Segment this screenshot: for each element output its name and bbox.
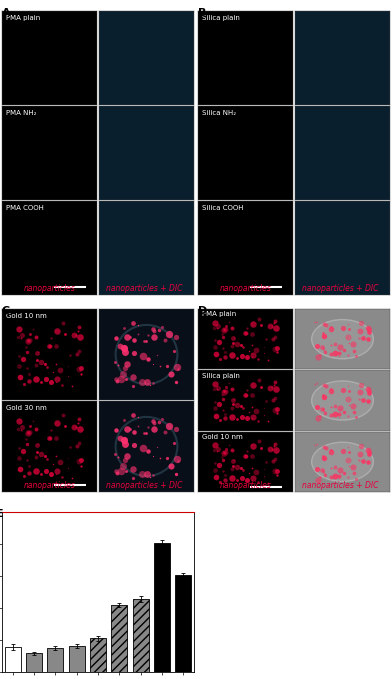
Text: A: A bbox=[2, 8, 11, 18]
Ellipse shape bbox=[312, 320, 373, 359]
Text: Gold 10 nm: Gold 10 nm bbox=[6, 312, 47, 318]
Text: Silica plain: Silica plain bbox=[202, 15, 240, 21]
Bar bbox=[111, 605, 127, 672]
Text: Silica NH₂: Silica NH₂ bbox=[202, 110, 236, 115]
Bar bbox=[5, 647, 21, 672]
Text: Silica plain: Silica plain bbox=[202, 373, 240, 379]
Text: nanoparticles + DIC: nanoparticles + DIC bbox=[106, 284, 183, 293]
Ellipse shape bbox=[312, 381, 373, 420]
Bar bbox=[26, 653, 42, 672]
Text: PMA COOH: PMA COOH bbox=[6, 205, 44, 210]
Text: nanoparticles + DIC: nanoparticles + DIC bbox=[106, 481, 183, 490]
Text: PMA plain: PMA plain bbox=[6, 15, 40, 21]
Text: E: E bbox=[0, 509, 4, 519]
Text: PMA plain: PMA plain bbox=[202, 312, 236, 317]
Bar bbox=[47, 648, 64, 672]
Text: nanoparticles: nanoparticles bbox=[220, 481, 271, 490]
Text: nanoparticles: nanoparticles bbox=[220, 284, 271, 293]
Text: nanoparticles: nanoparticles bbox=[24, 284, 75, 293]
Text: D: D bbox=[198, 306, 207, 316]
Bar bbox=[132, 599, 149, 672]
Text: Silica COOH: Silica COOH bbox=[202, 205, 243, 210]
Bar bbox=[175, 575, 191, 672]
Text: Gold 10 nm: Gold 10 nm bbox=[202, 434, 243, 440]
Bar bbox=[154, 543, 170, 672]
Text: nanoparticles: nanoparticles bbox=[24, 481, 75, 490]
Bar bbox=[69, 646, 85, 672]
Text: nanoparticles + DIC: nanoparticles + DIC bbox=[302, 284, 379, 293]
Text: C: C bbox=[2, 306, 10, 316]
Bar bbox=[90, 638, 106, 672]
Text: nanoparticles + DIC: nanoparticles + DIC bbox=[302, 481, 379, 490]
Text: PMA NH₂: PMA NH₂ bbox=[6, 110, 36, 115]
Ellipse shape bbox=[312, 442, 373, 481]
Text: B: B bbox=[198, 8, 206, 18]
Text: Gold 30 nm: Gold 30 nm bbox=[6, 405, 47, 411]
